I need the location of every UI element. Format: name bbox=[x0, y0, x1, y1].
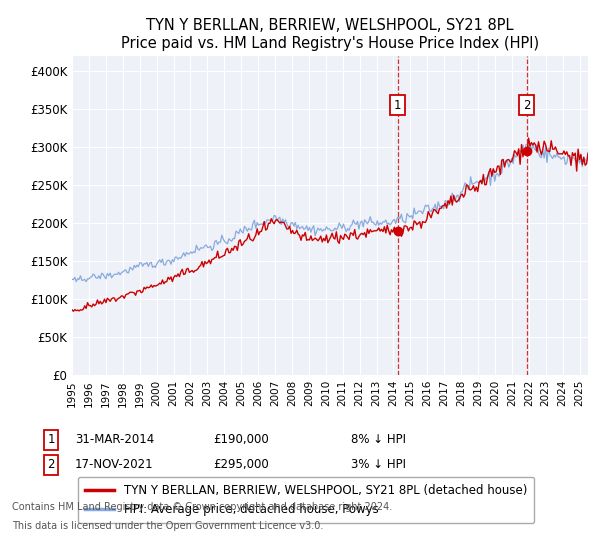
Text: 1: 1 bbox=[47, 433, 55, 446]
Text: 17-NOV-2021: 17-NOV-2021 bbox=[75, 458, 154, 472]
Text: 31-MAR-2014: 31-MAR-2014 bbox=[75, 433, 154, 446]
Text: 2: 2 bbox=[523, 99, 530, 112]
Text: Contains HM Land Registry data © Crown copyright and database right 2024.: Contains HM Land Registry data © Crown c… bbox=[12, 502, 392, 512]
Text: 1: 1 bbox=[394, 99, 401, 112]
Text: £295,000: £295,000 bbox=[213, 458, 269, 472]
Text: This data is licensed under the Open Government Licence v3.0.: This data is licensed under the Open Gov… bbox=[12, 521, 323, 531]
Text: £190,000: £190,000 bbox=[213, 433, 269, 446]
Legend: TYN Y BERLLAN, BERRIEW, WELSHPOOL, SY21 8PL (detached house), HPI: Average price: TYN Y BERLLAN, BERRIEW, WELSHPOOL, SY21 … bbox=[78, 477, 535, 523]
Title: TYN Y BERLLAN, BERRIEW, WELSHPOOL, SY21 8PL
Price paid vs. HM Land Registry's Ho: TYN Y BERLLAN, BERRIEW, WELSHPOOL, SY21 … bbox=[121, 18, 539, 50]
Text: 3% ↓ HPI: 3% ↓ HPI bbox=[351, 458, 406, 472]
Text: 8% ↓ HPI: 8% ↓ HPI bbox=[351, 433, 406, 446]
Text: 2: 2 bbox=[47, 458, 55, 472]
